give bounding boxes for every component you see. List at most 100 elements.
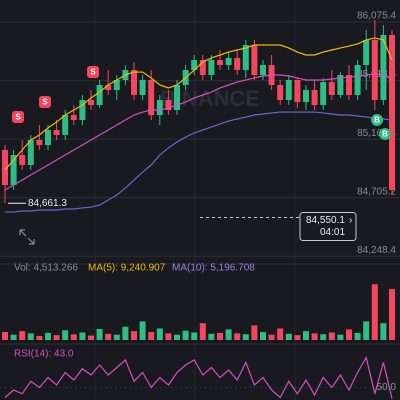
- volume-bar: [2, 332, 8, 340]
- candle-body: [45, 130, 51, 146]
- candle-body: [363, 40, 370, 66]
- candle-body: [294, 80, 301, 103]
- candle-body: [234, 57, 241, 71]
- candle-body: [2, 150, 8, 186]
- expand-icon[interactable]: [19, 229, 35, 245]
- volume-bar: [148, 332, 155, 340]
- volume-bar: [328, 332, 335, 340]
- volume-label: Vol: 4,513.266: [14, 263, 78, 274]
- volume-bar: [208, 333, 215, 340]
- volume-bar: [105, 333, 112, 340]
- volume-bar: [27, 333, 34, 340]
- candle-body: [131, 70, 137, 96]
- candle-body: [19, 155, 26, 166]
- candle-body: [389, 35, 395, 191]
- candle-body: [328, 82, 335, 96]
- candle-body: [88, 100, 94, 106]
- candle-body: [10, 155, 17, 186]
- y-tick-label: 84,705.2: [357, 186, 396, 197]
- volume-bar: [225, 329, 232, 340]
- candle-body: [27, 140, 34, 166]
- volume-bar: [182, 330, 189, 340]
- candle-body: [251, 45, 258, 76]
- volume-bar: [234, 333, 241, 340]
- volume-bar: [320, 334, 327, 340]
- candle-body: [380, 35, 387, 101]
- volume-bar: [122, 326, 129, 340]
- volume-bar: [285, 333, 292, 340]
- volume-bar: [10, 334, 17, 340]
- volume-bar: [371, 284, 378, 340]
- ma-line: [4, 37, 393, 171]
- volume-label: MA(5): 9,240.907: [88, 263, 166, 274]
- candle-body: [174, 85, 180, 111]
- ma-line: [4, 73, 393, 191]
- signal-badge: [371, 114, 383, 126]
- volume-bar: [199, 323, 206, 340]
- volume-bar: [389, 289, 395, 340]
- volume-bar: [79, 332, 86, 340]
- candle-body: [139, 80, 146, 96]
- volume-bar: [251, 325, 258, 340]
- candle-body: [79, 100, 86, 121]
- candle-body: [337, 75, 344, 96]
- rsi-label: RSI(14): 43.0: [14, 349, 74, 360]
- volume-bar: [113, 334, 120, 340]
- price-tag-value: 84,550.1: [306, 215, 345, 226]
- candle-body: [70, 115, 77, 121]
- volume-bar: [70, 334, 77, 340]
- candle-body: [36, 140, 43, 146]
- volume-bar: [380, 323, 387, 340]
- volume-bar: [62, 330, 69, 340]
- signal-label: S: [15, 113, 21, 122]
- signal-label: B: [382, 130, 388, 139]
- signal-badge: [39, 96, 51, 108]
- candle-body: [113, 80, 120, 91]
- candle-body: [156, 100, 163, 116]
- candle-body: [285, 80, 292, 101]
- volume-bar: [277, 328, 284, 340]
- rsi-tick-label: 50.0: [377, 382, 397, 393]
- price-tag-arrow: ›: [349, 215, 352, 226]
- ma-line: [5, 111, 393, 213]
- volume-bar: [294, 335, 301, 340]
- candle-body: [260, 65, 266, 76]
- price-tag-box: [299, 212, 357, 242]
- candle-body: [199, 60, 206, 76]
- volume-bar: [19, 331, 26, 340]
- candle-body: [191, 60, 198, 71]
- price-tag-time: 04:01: [320, 227, 345, 238]
- candle-body: [217, 60, 223, 66]
- volume-label: MA(10): 5,196.708: [172, 263, 255, 274]
- volume-bar: [174, 334, 180, 340]
- volume-bar: [217, 332, 223, 340]
- volume-bar: [303, 331, 309, 340]
- volume-bar: [311, 333, 318, 340]
- volume-bar: [354, 332, 361, 340]
- volume-bar: [268, 334, 275, 340]
- low-marker-label: 84,661.3: [28, 198, 67, 209]
- volume-bar: [139, 321, 146, 340]
- volume-bar: [45, 332, 51, 340]
- candle-body: [303, 90, 309, 103]
- signal-badge: [12, 111, 24, 123]
- expand-icon-path[interactable]: [19, 229, 35, 245]
- volume-bar: [191, 332, 198, 340]
- candle-body: [105, 85, 112, 91]
- rsi-line: [4, 355, 393, 399]
- volume-bar: [260, 332, 266, 340]
- y-tick-label: 86,075.4: [357, 11, 396, 22]
- candle-body: [320, 82, 327, 106]
- candle-body: [277, 85, 284, 101]
- candle-body: [346, 75, 352, 96]
- volume-bar: [337, 334, 344, 340]
- candle-body: [53, 130, 60, 136]
- volume-bar: [346, 329, 352, 340]
- candle-body: [311, 90, 318, 106]
- candle-body: [208, 60, 215, 76]
- candle-body: [96, 85, 103, 106]
- signal-label: S: [42, 98, 48, 107]
- volume-bar: [88, 335, 94, 340]
